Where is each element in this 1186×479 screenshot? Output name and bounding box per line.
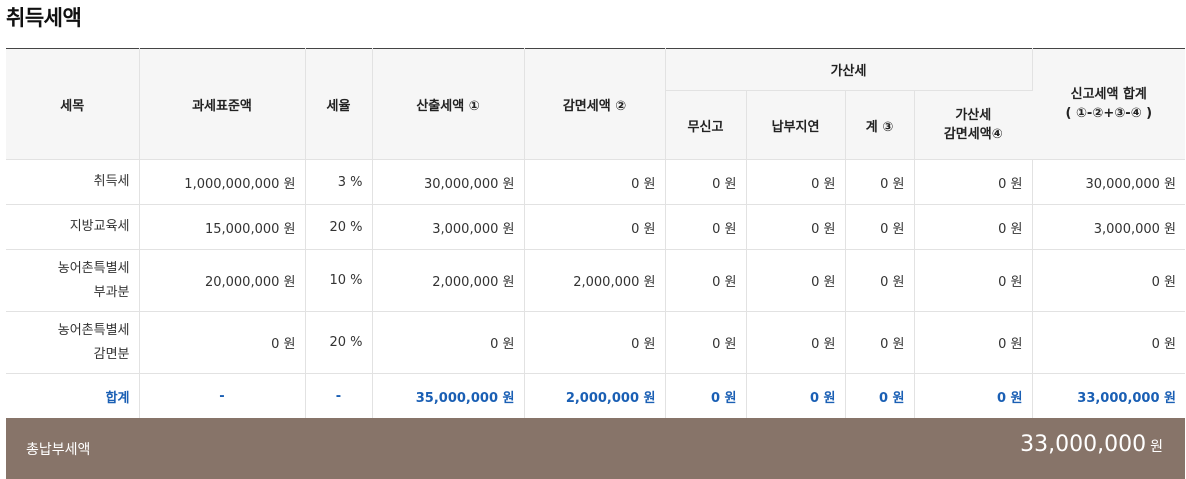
header-calc: 산출세액 ①	[372, 48, 525, 160]
row-total: 0 원	[1032, 311, 1186, 374]
row-calc: 0 원	[372, 311, 525, 374]
total-late: 0 원	[746, 373, 846, 418]
row-add-reduce: 0 원	[914, 159, 1033, 205]
total-add-reduce: 0 원	[914, 373, 1033, 418]
row-total: 30,000,000 원	[1032, 159, 1186, 205]
header-total-line1: 신고세액 합계	[1070, 87, 1147, 102]
table-header-row: 세목 과세표준액 세율 산출세액 ① 감면세액 ② 가산세 신고세액 합계 ( …	[6, 48, 1186, 160]
header-add-reduce-line1: 가산세	[955, 108, 992, 123]
header-total: 신고세액 합계 ( ①-②+③-④ )	[1032, 48, 1186, 160]
tax-table-container: 세목 과세표준액 세율 산출세액 ① 감면세액 ② 가산세 신고세액 합계 ( …	[6, 48, 1186, 418]
row-sub: 0 원	[845, 204, 915, 250]
row-base: 20,000,000 원	[139, 249, 306, 312]
table-row: 농어촌특별세 감면분 0 원 20 % 0 원 0 원 0 원 0 원 0 원 …	[6, 311, 1186, 374]
row-item-line2: 부과분	[93, 284, 130, 300]
header-item: 세목	[6, 48, 140, 160]
row-rate: 20 %	[305, 204, 373, 250]
row-unfiled: 0 원	[665, 311, 747, 374]
row-base: 15,000,000 원	[139, 204, 306, 250]
header-unfiled: 무신고	[665, 90, 747, 160]
header-base: 과세표준액	[139, 48, 306, 160]
row-add-reduce: 0 원	[914, 249, 1033, 312]
total-payment-label: 총납부세액	[26, 442, 91, 458]
row-late: 0 원	[746, 204, 846, 250]
row-calc: 3,000,000 원	[372, 204, 525, 250]
row-calc: 30,000,000 원	[372, 159, 525, 205]
row-reduce: 0 원	[524, 204, 666, 250]
row-reduce: 0 원	[524, 311, 666, 374]
row-base: 1,000,000,000 원	[139, 159, 306, 205]
total-payment-value: 33,000,000	[1020, 432, 1147, 457]
row-item: 지방교육세	[6, 204, 140, 250]
table-total-row: 합계 - - 35,000,000 원 2,000,000 원 0 원 0 원 …	[6, 373, 1185, 418]
total-item: 합계	[6, 373, 140, 418]
table-row: 지방교육세 15,000,000 원 20 % 3,000,000 원 0 원 …	[6, 204, 1186, 250]
header-rate: 세율	[305, 48, 373, 160]
header-late: 납부지연	[746, 90, 846, 160]
row-unfiled: 0 원	[665, 204, 747, 250]
row-late: 0 원	[746, 311, 846, 374]
row-total: 0 원	[1032, 249, 1186, 312]
row-rate: 20 %	[305, 311, 373, 374]
total-reduce: 2,000,000 원	[524, 373, 666, 418]
row-reduce: 2,000,000 원	[524, 249, 666, 312]
total-sub: 0 원	[845, 373, 915, 418]
total-payment-unit: 원	[1150, 439, 1163, 455]
row-sub: 0 원	[845, 311, 915, 374]
row-unfiled: 0 원	[665, 249, 747, 312]
row-item: 취득세	[6, 159, 140, 205]
header-add-reduce-line2: 감면세액④	[943, 127, 1003, 142]
row-sub: 0 원	[845, 249, 915, 312]
row-add-reduce: 0 원	[914, 204, 1033, 250]
total-base: -	[139, 373, 306, 418]
header-add-reduce: 가산세 감면세액④	[914, 90, 1033, 160]
acquisition-tax-table: 세목 과세표준액 세율 산출세액 ① 감면세액 ② 가산세 신고세액 합계 ( …	[6, 48, 1186, 418]
row-item: 농어촌특별세 감면분	[6, 311, 140, 374]
total-rate: -	[305, 373, 373, 418]
total-payment-bar: 총납부세액 33,000,000 원	[6, 418, 1185, 479]
row-rate: 10 %	[305, 249, 373, 312]
row-sub: 0 원	[845, 159, 915, 205]
row-item-line1: 농어촌특별세	[57, 322, 130, 338]
row-rate: 3 %	[305, 159, 373, 205]
total-total: 33,000,000 원	[1077, 390, 1177, 406]
row-late: 0 원	[746, 159, 846, 205]
total-calc: 35,000,000 원	[372, 373, 525, 418]
row-item: 농어촌특별세 부과분	[6, 249, 140, 312]
header-total-line2: ( ①-②+③-④ )	[1065, 106, 1153, 121]
row-total: 3,000,000 원	[1032, 204, 1186, 250]
table-row: 취득세 1,000,000,000 원 3 % 30,000,000 원 0 원…	[6, 159, 1186, 205]
row-add-reduce: 0 원	[914, 311, 1033, 374]
table-row: 농어촌특별세 부과분 20,000,000 원 10 % 2,000,000 원…	[6, 249, 1186, 312]
row-item-line1: 농어촌특별세	[57, 260, 130, 276]
header-add-group: 가산세	[665, 48, 1033, 91]
row-reduce: 0 원	[524, 159, 666, 205]
total-payment-amount: 33,000,000 원	[1020, 432, 1163, 457]
row-calc: 2,000,000 원	[372, 249, 525, 312]
header-reduce: 감면세액 ②	[524, 48, 666, 160]
header-sub: 계 ③	[845, 90, 915, 160]
page-title: 취득세액	[6, 6, 82, 30]
table-subheader-row: 무신고 납부지연 계 ③ 가산세 감면세액④	[6, 90, 1185, 160]
row-unfiled: 0 원	[665, 159, 747, 205]
row-late: 0 원	[746, 249, 846, 312]
row-base: 0 원	[139, 311, 306, 374]
total-unfiled: 0 원	[665, 373, 747, 418]
row-item-line2: 감면분	[93, 346, 130, 362]
